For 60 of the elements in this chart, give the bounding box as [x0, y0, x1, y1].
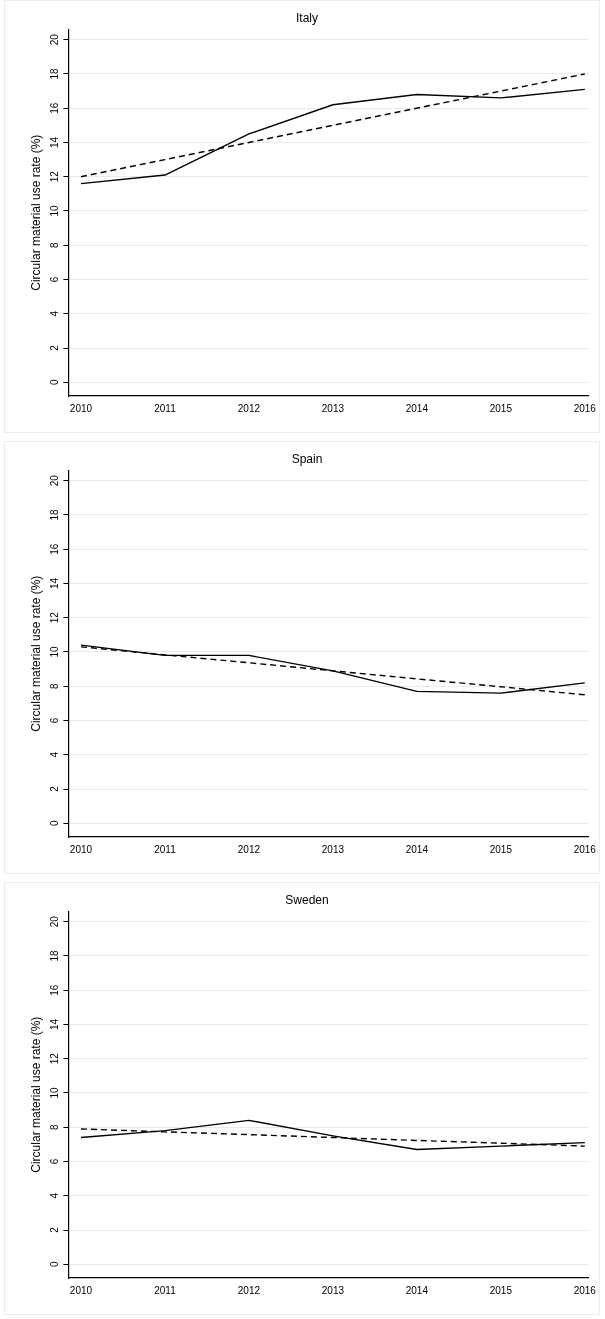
x-tick-label: 2010 — [69, 1284, 93, 1296]
y-tick-label: 4 — [49, 1192, 61, 1199]
y-tick-label: 4 — [49, 310, 61, 317]
x-tick-label: 2012 — [237, 402, 261, 414]
y-tick-label: 14 — [49, 136, 61, 149]
y-tick-label: 2 — [49, 344, 61, 351]
x-tick-label: 2011 — [154, 1284, 177, 1296]
y-tick-label: 10 — [49, 645, 61, 658]
x-tick-label: 2016 — [573, 402, 597, 414]
y-tick-label: 8 — [49, 242, 61, 249]
y-tick-label: 18 — [49, 67, 61, 80]
x-tick-label: 2014 — [405, 1284, 429, 1296]
y-tick-label: 18 — [49, 949, 61, 962]
x-tick-label: 2015 — [489, 843, 513, 855]
y-tick-label: 18 — [49, 508, 61, 521]
x-tick-label: 2014 — [405, 402, 429, 414]
y-tick-label: 6 — [49, 276, 61, 283]
y-tick-label: 2 — [49, 1226, 61, 1233]
y-tick-label: 10 — [49, 1086, 61, 1099]
y-tick-label: 0 — [49, 1261, 61, 1268]
y-tick-label: 10 — [49, 204, 61, 217]
x-tick-label: 2011 — [154, 402, 177, 414]
y-tick-label: 8 — [49, 683, 61, 690]
y-tick-label: 20 — [49, 474, 61, 487]
x-tick-label: 2010 — [69, 402, 93, 414]
y-tick-label: 6 — [49, 717, 61, 724]
y-tick-label: 12 — [49, 1052, 61, 1065]
x-tick-label: 2011 — [154, 843, 177, 855]
y-tick-label: 12 — [49, 170, 61, 183]
chart-title: Spain — [291, 451, 323, 466]
y-tick-label: 2 — [49, 785, 61, 792]
x-tick-label: 2016 — [573, 1284, 597, 1296]
x-tick-label: 2013 — [321, 1284, 345, 1296]
y-tick-label: 20 — [49, 915, 61, 928]
y-axis-title: Circular material use rate (%) — [28, 134, 43, 291]
x-tick-label: 2012 — [237, 1284, 261, 1296]
y-tick-label: 0 — [49, 820, 61, 827]
x-tick-label: 2013 — [321, 843, 345, 855]
y-tick-label: 16 — [49, 984, 61, 996]
y-tick-label: 20 — [49, 33, 61, 46]
y-tick-label: 6 — [49, 1158, 61, 1165]
y-axis-title: Circular material use rate (%) — [28, 1016, 43, 1173]
y-tick-label: 4 — [49, 751, 61, 758]
y-tick-label: 16 — [49, 543, 61, 555]
x-tick-label: 2016 — [573, 843, 597, 855]
x-tick-label: 2014 — [405, 843, 429, 855]
chart-title: Italy — [295, 10, 319, 25]
x-tick-label: 2013 — [321, 402, 345, 414]
y-tick-label: 14 — [49, 1018, 61, 1031]
y-tick-label: 0 — [49, 379, 61, 386]
y-tick-label: 8 — [49, 1124, 61, 1131]
x-tick-label: 2012 — [237, 843, 261, 855]
y-tick-label: 14 — [49, 577, 61, 590]
x-tick-label: 2015 — [489, 1284, 513, 1296]
y-axis-title: Circular material use rate (%) — [28, 575, 43, 732]
y-tick-label: 16 — [49, 102, 61, 114]
x-tick-label: 2015 — [489, 402, 513, 414]
chart-title: Sweden — [285, 892, 329, 907]
y-tick-label: 12 — [49, 611, 61, 624]
x-tick-label: 2010 — [69, 843, 93, 855]
